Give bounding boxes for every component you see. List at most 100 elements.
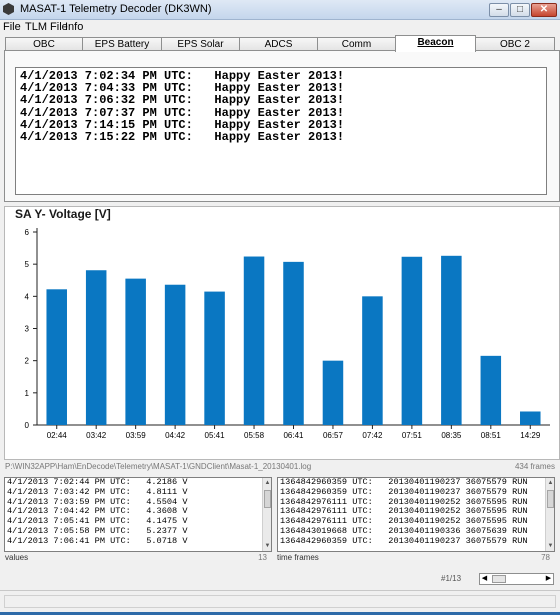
y-tick-label: 2 [25,357,30,366]
title-bar: MASAT-1 Telemetry Decoder (DK3WN) – □ ✕ [0,0,560,20]
x-tick-label: 02:44 [47,431,68,440]
frame-row[interactable]: 1364842976111 UTC: 20130401190252 360755… [280,496,528,507]
frames-label: time frames [277,553,319,562]
values-count: 13 [258,553,267,562]
menu-bar: File TLM File Info [0,20,560,34]
frame-scrollbar[interactable]: ◀ ▶ [479,573,554,585]
values-label: values [5,553,29,562]
bar [441,255,462,425]
close-button[interactable]: ✕ [531,3,557,17]
value-row[interactable]: 4/1/2013 7:02:44 PM UTC: 4.2186 V [7,477,188,487]
x-tick-label: 07:42 [362,431,383,440]
scroll-thumb[interactable] [547,490,554,508]
beacon-line: 4/1/2013 7:07:37 PM UTC: Happy Easter 20… [20,105,345,120]
value-row[interactable]: 4/1/2013 7:06:41 PM UTC: 5.0718 V [7,535,188,546]
frame-row[interactable]: 1364842960359 UTC: 20130401190237 360755… [280,535,528,546]
x-tick-label: 03:42 [86,431,107,440]
y-tick-label: 5 [25,260,30,269]
file-path: P:\WIN32APP\Ham\EnDecode\Telemetry\MASAT… [5,462,312,471]
x-tick-label: 03:59 [126,431,147,440]
taskbar-edge [0,612,560,615]
y-tick-label: 6 [25,228,30,237]
tab-comm[interactable]: Comm [317,37,396,51]
bar [85,270,107,425]
bar [164,284,186,425]
beacon-textbox[interactable]: 4/1/2013 7:02:34 PM UTC: Happy Easter 20… [15,67,547,195]
y-tick-label: 3 [25,325,30,334]
scroll-right-icon[interactable]: ▶ [545,575,552,582]
y-tick-label: 0 [25,421,30,430]
scroll-up-icon[interactable]: ▲ [264,480,271,486]
value-row[interactable]: 4/1/2013 7:03:42 PM UTC: 4.8111 V [7,486,188,497]
bar [480,355,502,425]
scroll-up-icon[interactable]: ▲ [547,480,554,486]
beacon-line: 4/1/2013 7:15:22 PM UTC: Happy Easter 20… [20,130,345,145]
y-tick-label: 4 [25,292,30,301]
x-tick-label: 07:51 [402,431,423,440]
menu-tlm-file[interactable]: TLM File [25,21,68,33]
bar [204,291,225,425]
frames-total: 434 frames [514,462,555,471]
frame-row[interactable]: 1364842976111 UTC: 20130401190252 360755… [280,506,528,517]
x-tick-label: 08:51 [481,431,502,440]
navigation-bar: #1/13 ◀ ▶ [0,571,560,587]
tab-eps-solar[interactable]: EPS Solar [161,37,240,51]
voltage-chart: 0 1 2 3 4 5 6 02:44 03:42 03:59 04:42 05:41 05:58 06:… [25,228,550,440]
app-icon [3,3,14,15]
tab-beacon[interactable]: Beacon [395,35,476,52]
frames-list[interactable]: 1364842960359 UTC: 20130401190237 360755… [277,477,555,552]
value-row[interactable]: 4/1/2013 7:05:58 PM UTC: 5.2377 V [7,525,188,536]
window-title: MASAT-1 Telemetry Decoder (DK3WN) [20,3,212,15]
frames-caption: time frames 78 [277,553,550,562]
value-row[interactable]: 4/1/2013 7:04:42 PM UTC: 4.3608 V [7,506,188,517]
bar [520,411,541,425]
beacon-line: 4/1/2013 7:04:33 PM UTC: Happy Easter 20… [20,81,345,96]
tab-obc-2[interactable]: OBC 2 [475,37,555,51]
y-tick-label: 1 [25,389,30,398]
x-tick-label: 05:41 [205,431,226,440]
menu-info[interactable]: Info [65,21,84,33]
scroll-down-icon[interactable]: ▼ [547,543,554,549]
value-row[interactable]: 4/1/2013 7:05:41 PM UTC: 4.1475 V [7,516,188,527]
tab-eps-battery[interactable]: EPS Battery [82,37,162,51]
tab-strip: OBC EPS Battery EPS Solar ADCS Comm Beac… [0,35,560,52]
frame-row[interactable]: 1364842960359 UTC: 20130401190237 360755… [280,486,528,497]
values-scrollbar[interactable]: ▲ ▼ [262,478,271,551]
bar [362,296,383,425]
x-tick-label: 05:58 [244,431,265,440]
menu-file[interactable]: File [3,21,21,33]
frame-row[interactable]: 1364842976111 UTC: 20130401190252 360755… [280,516,528,527]
scroll-thumb[interactable] [264,490,271,508]
bar [125,278,146,425]
tab-adcs[interactable]: ADCS [239,37,318,51]
frames-count: 78 [541,553,550,562]
x-tick-label: 08:35 [441,431,462,440]
beacon-panel: 4/1/2013 7:02:34 PM UTC: Happy Easter 20… [4,50,560,202]
values-list[interactable]: 4/1/2013 7:02:44 PM UTC: 4.2186 V 4/1/201… [4,477,272,552]
x-tick-label: 04:42 [165,431,186,440]
bar [243,256,265,425]
x-tick-label: 06:57 [323,431,344,440]
value-row[interactable]: 4/1/2013 7:03:59 PM UTC: 4.5504 V [7,496,188,507]
beacon-line: 4/1/2013 7:06:32 PM UTC: Happy Easter 20… [20,93,345,108]
frame-row[interactable]: 1364842960359 UTC: 20130401190237 360755… [280,477,528,487]
bar [322,360,344,425]
beacon-line: 4/1/2013 7:02:34 PM UTC: Happy Easter 20… [20,69,345,83]
values-caption: values 13 [5,553,267,562]
scroll-left-icon[interactable]: ◀ [481,575,488,582]
frame-scroll-thumb[interactable] [492,575,506,583]
maximize-button[interactable]: □ [510,3,530,17]
tab-obc[interactable]: OBC [5,37,83,51]
scroll-down-icon[interactable]: ▼ [264,543,271,549]
bar [283,261,304,425]
minimize-button[interactable]: – [489,3,509,17]
bar [401,256,423,425]
frame-row[interactable]: 1364843019668 UTC: 20130401190336 360756… [280,525,528,536]
chart-panel: 0 1 2 3 4 5 6 02:44 03:42 03:59 04:42 05:41 05:58 06:… [4,206,560,460]
status-bar [0,590,560,612]
frames-scrollbar[interactable]: ▲ ▼ [545,478,554,551]
status-field [4,595,556,608]
page-indicator: #1/13 [441,574,462,583]
chart-title: SA Y- Voltage [V] [12,207,114,221]
bar [46,289,67,425]
